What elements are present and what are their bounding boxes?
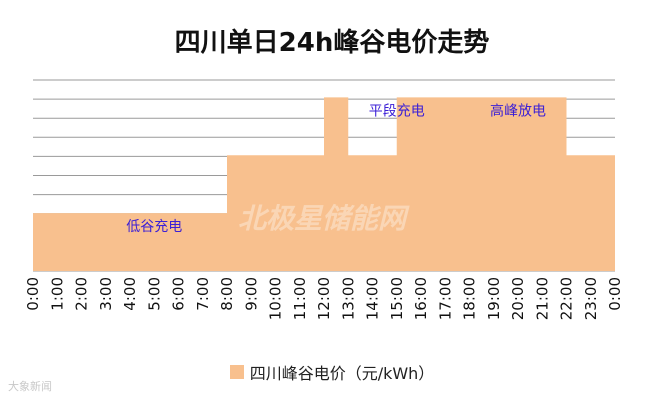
x-tick-label: 6:00 xyxy=(170,277,188,311)
x-tick-label: 8:00 xyxy=(218,277,236,311)
x-tick-label: 17:00 xyxy=(436,277,454,320)
annotation-label: 平段充电 xyxy=(369,103,425,119)
legend-swatch xyxy=(229,365,244,379)
x-tick-label: 0:00 xyxy=(24,277,42,311)
corner-watermark: 大象新闻 xyxy=(8,380,52,393)
x-tick-label: 18:00 xyxy=(461,277,479,320)
x-tick-label: 13:00 xyxy=(339,277,357,320)
x-tick-label: 20:00 xyxy=(509,277,527,320)
x-tick-label: 21:00 xyxy=(533,277,551,320)
x-tick-label: 22:00 xyxy=(558,277,576,320)
x-tick-label: 12:00 xyxy=(315,277,333,320)
x-tick-label: 0:00 xyxy=(606,277,624,311)
x-tick-label: 5:00 xyxy=(145,277,163,311)
x-tick-label: 23:00 xyxy=(582,277,600,320)
x-tick-label: 7:00 xyxy=(194,277,212,311)
x-tick-label: 14:00 xyxy=(364,277,382,320)
price-area-series xyxy=(33,97,615,271)
x-tick-label: 11:00 xyxy=(291,277,309,320)
x-tick-label: 16:00 xyxy=(412,277,430,320)
x-tick-label: 19:00 xyxy=(485,277,503,320)
x-tick-label: 3:00 xyxy=(97,277,115,311)
x-tick-label: 4:00 xyxy=(121,277,139,311)
x-tick-label: 10:00 xyxy=(267,277,285,320)
legend: 四川峰谷电价（元/kWh） xyxy=(0,360,664,384)
chart-title: 四川单日24h峰谷电价走势 xyxy=(174,28,490,58)
center-watermark: 北极星储能网 xyxy=(238,202,410,235)
annotation-label: 低谷充电 xyxy=(126,219,182,235)
annotation-label: 高峰放电 xyxy=(490,102,546,119)
legend-label: 四川峰谷电价（元/kWh） xyxy=(249,364,435,383)
x-tick-label: 15:00 xyxy=(388,277,406,320)
x-tick-label: 9:00 xyxy=(242,277,260,311)
x-tick-label: 1:00 xyxy=(48,277,66,311)
x-tick-label: 2:00 xyxy=(73,277,91,311)
